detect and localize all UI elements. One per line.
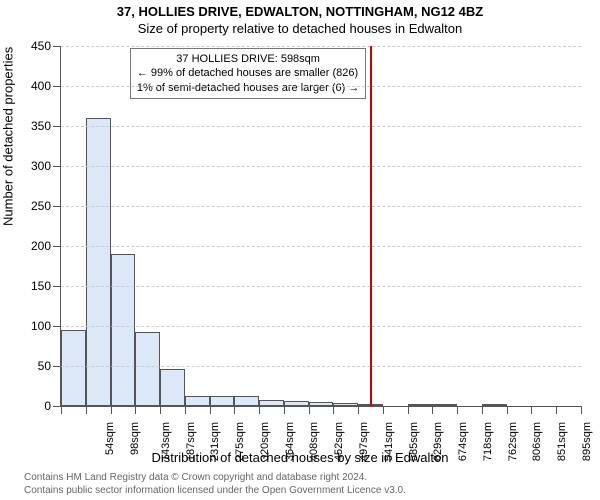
x-tick: [284, 406, 285, 414]
histogram-bar: [284, 401, 309, 406]
histogram-bar: [432, 404, 457, 406]
footer-credits: Contains HM Land Registry data © Crown c…: [24, 472, 406, 497]
histogram-bar: [61, 330, 86, 406]
x-tick: [259, 406, 260, 414]
histogram-bar: [86, 118, 111, 406]
y-tick-label: 400: [11, 79, 51, 93]
grid-line: [61, 166, 581, 167]
x-tick: [210, 406, 211, 414]
x-tick: [507, 406, 508, 414]
y-tick: [53, 86, 61, 87]
footer-line2: Contains public sector information licen…: [24, 485, 406, 498]
chart-root: 37, HOLLIES DRIVE, EDWALTON, NOTTINGHAM,…: [0, 0, 600, 500]
histogram-bar: [210, 396, 235, 406]
y-tick: [53, 286, 61, 287]
y-tick-label: 150: [11, 279, 51, 293]
y-tick-label: 50: [11, 359, 51, 373]
grid-line: [61, 46, 581, 47]
x-tick: [86, 406, 87, 414]
annotation-title: 37 HOLLIES DRIVE: 598sqm: [137, 52, 360, 66]
y-tick-label: 250: [11, 199, 51, 213]
y-tick: [53, 406, 61, 407]
x-tick: [531, 406, 532, 414]
plot-area: 37 HOLLIES DRIVE: 598sqm ← 99% of detach…: [60, 46, 581, 407]
histogram-bar: [160, 369, 185, 406]
footer-line1: Contains HM Land Registry data © Crown c…: [24, 472, 406, 485]
x-tick: [556, 406, 557, 414]
y-tick: [53, 166, 61, 167]
x-axis-title: Distribution of detached houses by size …: [0, 450, 600, 465]
x-tick: [408, 406, 409, 414]
grid-line: [61, 86, 581, 87]
y-tick: [53, 246, 61, 247]
x-tick: [160, 406, 161, 414]
x-tick: [457, 406, 458, 414]
grid-line: [61, 126, 581, 127]
y-tick-label: 100: [11, 319, 51, 333]
y-tick: [53, 366, 61, 367]
histogram-bar: [482, 404, 507, 406]
histogram-bar: [309, 402, 334, 406]
grid-line: [61, 326, 581, 327]
grid-line: [61, 206, 581, 207]
grid-line: [61, 246, 581, 247]
y-tick-label: 300: [11, 159, 51, 173]
x-tick: [111, 406, 112, 414]
x-tick: [432, 406, 433, 414]
y-tick: [53, 206, 61, 207]
histogram-bar: [259, 400, 284, 406]
y-tick: [53, 126, 61, 127]
grid-line: [61, 366, 581, 367]
x-tick: [358, 406, 359, 414]
y-tick: [53, 326, 61, 327]
x-tick: [234, 406, 235, 414]
histogram-bar: [234, 396, 259, 406]
histogram-bar: [185, 396, 210, 406]
annotation-line2: ← 99% of detached houses are smaller (82…: [137, 66, 360, 80]
annotation-box: 37 HOLLIES DRIVE: 598sqm ← 99% of detach…: [130, 48, 367, 99]
x-tick: [185, 406, 186, 414]
histogram-bar: [333, 403, 358, 406]
y-tick: [53, 46, 61, 47]
marker-line: [370, 46, 372, 406]
annotation-line3: 1% of semi-detached houses are larger (6…: [137, 81, 360, 95]
y-tick-label: 350: [11, 119, 51, 133]
x-tick: [135, 406, 136, 414]
bars-layer: [61, 46, 581, 406]
chart-title-line1: 37, HOLLIES DRIVE, EDWALTON, NOTTINGHAM,…: [0, 4, 600, 19]
grid-line: [61, 286, 581, 287]
x-tick: [333, 406, 334, 414]
y-tick-label: 450: [11, 39, 51, 53]
x-tick: [309, 406, 310, 414]
histogram-bar: [408, 404, 433, 406]
histogram-bar: [135, 332, 160, 406]
histogram-bar: [111, 254, 136, 406]
chart-title-block: 37, HOLLIES DRIVE, EDWALTON, NOTTINGHAM,…: [0, 4, 600, 36]
chart-title-line2: Size of property relative to detached ho…: [0, 21, 600, 36]
y-tick-label: 0: [11, 399, 51, 413]
x-tick: [482, 406, 483, 414]
x-tick: [383, 406, 384, 414]
x-tick: [61, 406, 62, 414]
y-tick-label: 200: [11, 239, 51, 253]
x-tick: [581, 406, 582, 414]
